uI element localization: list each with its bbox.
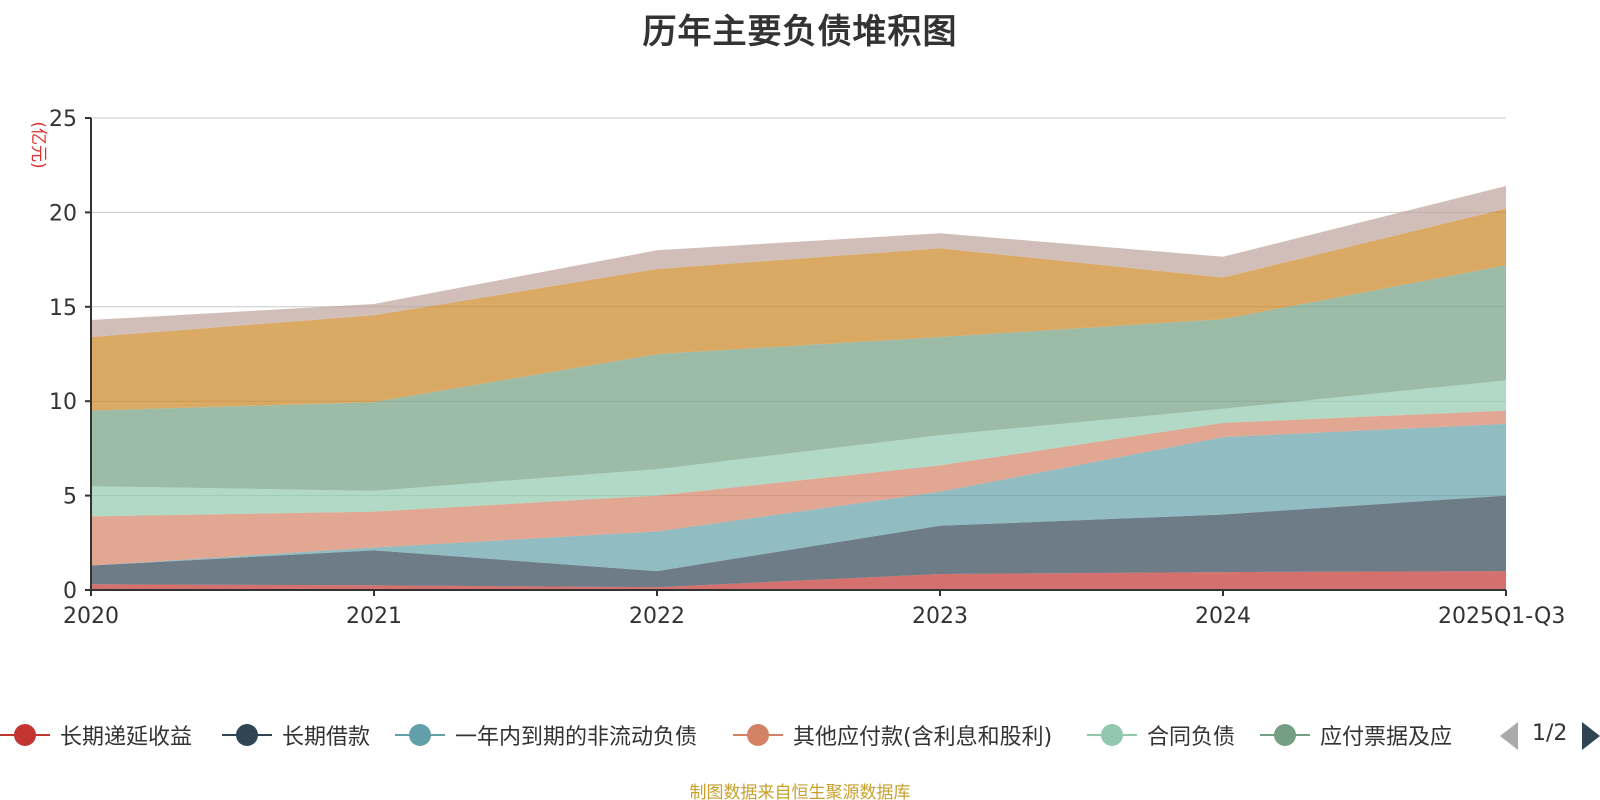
legend-label: 其他应付款(含利息和股利) — [793, 725, 1053, 750]
y-tick-label: 5 — [63, 485, 77, 510]
area-series-7 — [91, 186, 1506, 337]
x-tick-label: 2020 — [63, 604, 119, 629]
y-tick-label: 10 — [49, 390, 77, 415]
x-tick-label: 2025Q1-Q3 — [1438, 604, 1565, 629]
legend-marker-icon — [0, 722, 50, 748]
area-series-2 — [91, 423, 1506, 572]
source-note: 制图数据来自恒生聚源数据库 — [689, 783, 911, 800]
area-series-0 — [91, 571, 1506, 590]
area-series-1 — [91, 495, 1506, 588]
legend-item-notes-accounts-payable[interactable]: 应付票据及应 — [1260, 715, 1452, 755]
legend-item-contract-liabilities[interactable]: 合同负债 — [1087, 715, 1235, 755]
x-tick-label: 2024 — [1195, 604, 1251, 629]
legend-label: 应付票据及应 — [1320, 725, 1453, 750]
y-tick-label: 20 — [49, 201, 77, 226]
legend-label: 合同负债 — [1147, 725, 1236, 750]
legend-item-long-term-loan[interactable]: 长期借款 — [222, 715, 370, 755]
legend-marker-icon — [222, 722, 272, 748]
legend-marker-icon — [1260, 722, 1310, 748]
legend-page-indicator: 1/2 — [1532, 721, 1568, 746]
y-tick-label: 0 — [63, 579, 77, 604]
y-tick-label: 15 — [49, 296, 77, 321]
legend-marker-icon — [1087, 722, 1137, 748]
legend-prev-page-icon[interactable] — [1500, 722, 1518, 750]
legend-item-long-term-deferred-income[interactable]: 长期递延收益 — [0, 715, 192, 755]
legend: 长期递延收益 长期借款 一年内到期的非流动负债 其他应付款(含利息和股利) 合同… — [0, 715, 1600, 755]
legend-marker-icon — [395, 722, 445, 748]
area-series-6 — [91, 208, 1506, 411]
y-tick-label: 25 — [49, 107, 77, 132]
area-series-3 — [91, 410, 1506, 566]
legend-label: 长期借款 — [282, 725, 371, 750]
chart-title: 历年主要负债堆积图 — [642, 12, 958, 52]
legend-item-other-payables[interactable]: 其他应付款(含利息和股利) — [733, 715, 1052, 755]
legend-next-page-icon[interactable] — [1582, 722, 1600, 750]
legend-marker-icon — [733, 722, 783, 748]
legend-pager: 1/2 — [1500, 715, 1600, 755]
x-tick-label: 2022 — [629, 604, 685, 629]
x-tick-label: 2023 — [912, 604, 968, 629]
legend-label: 一年内到期的非流动负债 — [455, 725, 698, 750]
area-series-5 — [91, 265, 1506, 491]
area-series-4 — [91, 380, 1506, 517]
legend-item-current-portion-noncurrent[interactable]: 一年内到期的非流动负债 — [395, 715, 697, 755]
x-tick-label: 2021 — [346, 604, 402, 629]
y-axis-unit-label: (亿元) — [28, 121, 48, 168]
legend-label: 长期递延收益 — [60, 725, 193, 750]
